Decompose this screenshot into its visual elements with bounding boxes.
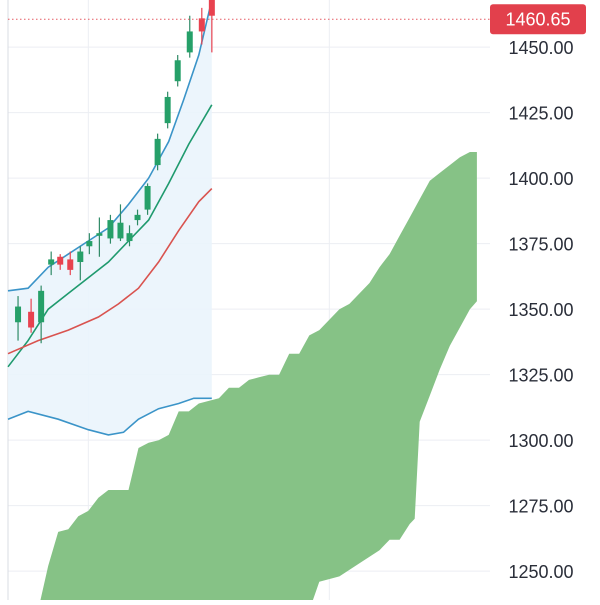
candle-up [144, 186, 151, 210]
candle-up [126, 233, 133, 242]
candle-up [154, 138, 161, 166]
price-axis-tick-label: 1325.00 [508, 366, 573, 386]
price-axis: 1450.00 1425.00 1400.00 1375.00 1350.00 1325.… [508, 38, 573, 582]
candle-up [164, 96, 171, 124]
candle-up [117, 222, 124, 239]
price-axis-tick-label: 1375.00 [508, 235, 573, 255]
candle-down [67, 259, 74, 270]
last-price-tag-value: 1460.65 [505, 9, 570, 29]
bollinger-upper-line [7, 0, 213, 292]
price-axis-tick-label: 1400.00 [508, 169, 573, 189]
moving-average-red-line [7, 188, 213, 355]
price-axis-tick-label: 1300.00 [508, 431, 573, 451]
price-axis-tick-label: 1250.00 [508, 562, 573, 582]
price-axis-tick-label: 1275.00 [508, 497, 573, 517]
candle-up [96, 233, 103, 236]
candle-up [174, 60, 181, 82]
price-axis-tick-label: 1425.00 [508, 104, 573, 124]
price-axis-tick-label: 1450.00 [508, 38, 573, 58]
candle-down [198, 18, 205, 32]
candle-down [28, 311, 35, 328]
candle-up [86, 241, 93, 247]
candle-down [208, 0, 215, 16]
candle-up [77, 251, 84, 263]
ichimoku-cloud [39, 152, 477, 605]
plot-area [7, 0, 477, 605]
price-axis-tick-label: 1350.00 [508, 300, 573, 320]
bollinger-lower-line [7, 397, 212, 436]
candle-up [134, 214, 141, 221]
candle-up [107, 220, 114, 239]
candle-up [186, 31, 193, 53]
bollinger-band-fill [8, 0, 212, 435]
candle-down [57, 256, 64, 265]
candle-up [48, 259, 55, 265]
candle-up [38, 290, 45, 323]
candle-up [15, 306, 22, 323]
last-price-tag-background [490, 4, 586, 35]
last-price-tag: 1460.65 [490, 4, 586, 35]
